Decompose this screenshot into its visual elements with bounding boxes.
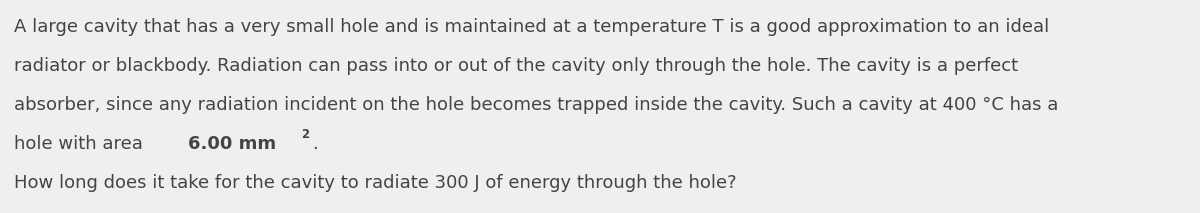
Text: How long does it take for the cavity to radiate 300 J of energy through the hole: How long does it take for the cavity to … bbox=[14, 174, 737, 192]
Text: hole with area: hole with area bbox=[14, 135, 149, 153]
Text: absorber, since any radiation incident on the hole becomes trapped inside the ca: absorber, since any radiation incident o… bbox=[14, 96, 1058, 114]
Text: 6.00 mm: 6.00 mm bbox=[187, 135, 276, 153]
Text: radiator or blackbody. Radiation can pass into or out of the cavity only through: radiator or blackbody. Radiation can pas… bbox=[14, 57, 1018, 75]
Text: .: . bbox=[312, 135, 318, 153]
Text: 2: 2 bbox=[301, 128, 310, 141]
Text: A large cavity that has a very small hole and is maintained at a temperature T i: A large cavity that has a very small hol… bbox=[14, 18, 1049, 36]
